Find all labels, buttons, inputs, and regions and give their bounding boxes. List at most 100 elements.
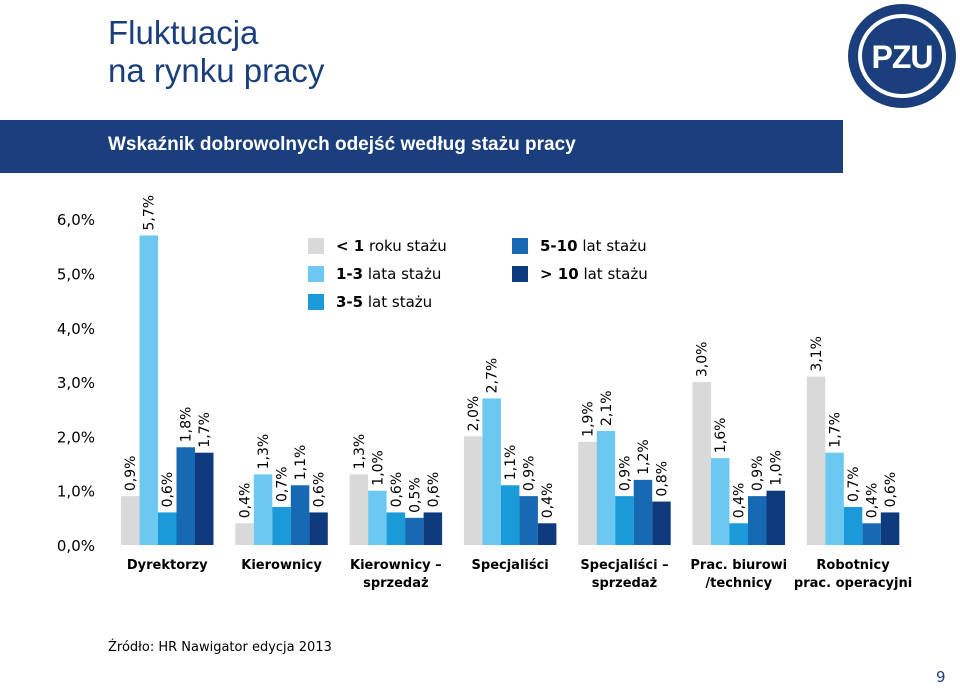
bar [195,452,214,545]
bar [309,512,328,545]
data-label: 0,4% [238,483,254,519]
legend-label-rest: lat stażu [363,293,433,311]
y-tick-label: 2,0% [57,428,95,446]
data-label: 1,1% [293,445,309,481]
pzu-logo: PZU [848,4,956,108]
legend-label-bold: 3-5 [336,293,364,311]
data-label: 1,0% [769,450,785,486]
data-label: 1,7% [197,412,213,448]
data-label: 0,6% [426,472,442,508]
bar [880,512,900,545]
data-label: 0,5% [407,477,423,513]
bar [121,496,140,545]
bar [235,523,254,545]
data-label: 0,6% [160,472,176,508]
y-tick-label: 3,0% [57,374,95,392]
x-tick-label: Dyrektorzy [127,558,208,573]
legend-label-rest: lat stażu [577,237,647,255]
bar-chart: 0,0%1,0%2,0%3,0%4,0%5,0%6,0%0,9%0,4%1,3%… [57,195,912,591]
legend-label-rest: roku stażu [364,237,447,255]
bar [748,496,767,545]
data-label: 1,9% [580,401,596,437]
bar [578,441,597,545]
data-label: 3,0% [695,342,711,378]
bar [290,485,310,545]
data-label: 0,9% [617,456,633,492]
bar [652,501,671,545]
chart-title: Wskaźnik dobrowolnych odejść według staż… [108,134,576,155]
page-title: Fluktuacja na rynku pracy [108,14,324,90]
bar [463,436,483,545]
bar [158,512,177,545]
legend-label-bold: < 1 [336,237,365,255]
legend-swatch [512,238,528,254]
y-tick-label: 4,0% [57,320,95,338]
page-title-line-1: Fluktuacja [108,14,259,51]
data-label: 0,9% [123,456,139,492]
x-tick-label: Specjaliści – [580,558,668,573]
source-note: Źródło: HR Nawigator edycja 2013 [108,640,332,655]
legend-label-bold: 5-10 [540,237,578,255]
y-tick-label: 5,0% [57,266,95,284]
bar [272,506,291,545]
data-label: 1,8% [179,407,195,443]
data-label: 1,2% [636,439,652,475]
legend-swatch [512,266,528,282]
data-label: 0,7% [846,466,862,502]
data-label: 0,6% [389,472,405,508]
data-label: 0,9% [522,456,538,492]
legend-swatch [308,294,324,310]
x-tick-label: Robotnicy [816,558,890,573]
bar [692,382,711,545]
data-label: 2,7% [485,358,501,394]
bar [825,452,844,545]
bar [806,376,826,545]
bar [519,496,538,545]
data-label: 2,0% [466,396,482,432]
bar [349,474,369,545]
data-label: 0,9% [750,456,766,492]
bar [405,517,424,545]
data-label: 0,6% [312,472,328,508]
y-tick-label: 1,0% [57,483,95,501]
data-label: 3,1% [809,336,825,372]
data-label: 5,7% [142,195,158,231]
bar [386,512,406,545]
bar [423,512,443,545]
data-label: 0,4% [732,483,748,519]
data-label: 0,6% [883,472,899,508]
y-tick-label: 0,0% [57,537,95,555]
legend-label-bold: > 10 [540,265,579,283]
bar [729,523,748,545]
logo-text: PZU [872,39,933,75]
x-tick-label: Kierownicy – [350,558,442,573]
bar [862,523,881,545]
bar [537,523,557,545]
bar [253,474,273,545]
x-tick-label: /technicy [705,576,772,591]
y-tick-label: 6,0% [57,211,95,229]
data-label: 1,6% [713,418,729,454]
bar [596,430,616,545]
data-label: 1,3% [256,434,272,470]
legend-swatch [308,238,324,254]
legend-label-rest: lata stażu [363,265,442,283]
x-tick-label: sprzedaż [363,576,428,591]
x-tick-label: Kierownicy [241,558,322,573]
data-label: 2,1% [599,390,615,426]
data-label: 0,4% [865,483,881,519]
data-label: 1,0% [370,450,386,486]
x-tick-label: prac. operacyjni [794,576,912,591]
bar [615,496,634,545]
x-tick-label: Specjaliści [472,558,549,573]
legend-label-rest: lat stażu [578,265,648,283]
data-label: 0,4% [540,483,556,519]
bar [711,458,730,545]
x-tick-label: Prac. biurowi [690,558,787,573]
bar [482,398,501,545]
chart-title-banner: Wskaźnik dobrowolnych odejść według staż… [0,120,843,173]
page-title-line-2: na rynku pracy [108,52,325,89]
bar [176,447,195,545]
data-label: 1,3% [352,434,368,470]
legend-label-bold: 1-3 [336,265,364,283]
